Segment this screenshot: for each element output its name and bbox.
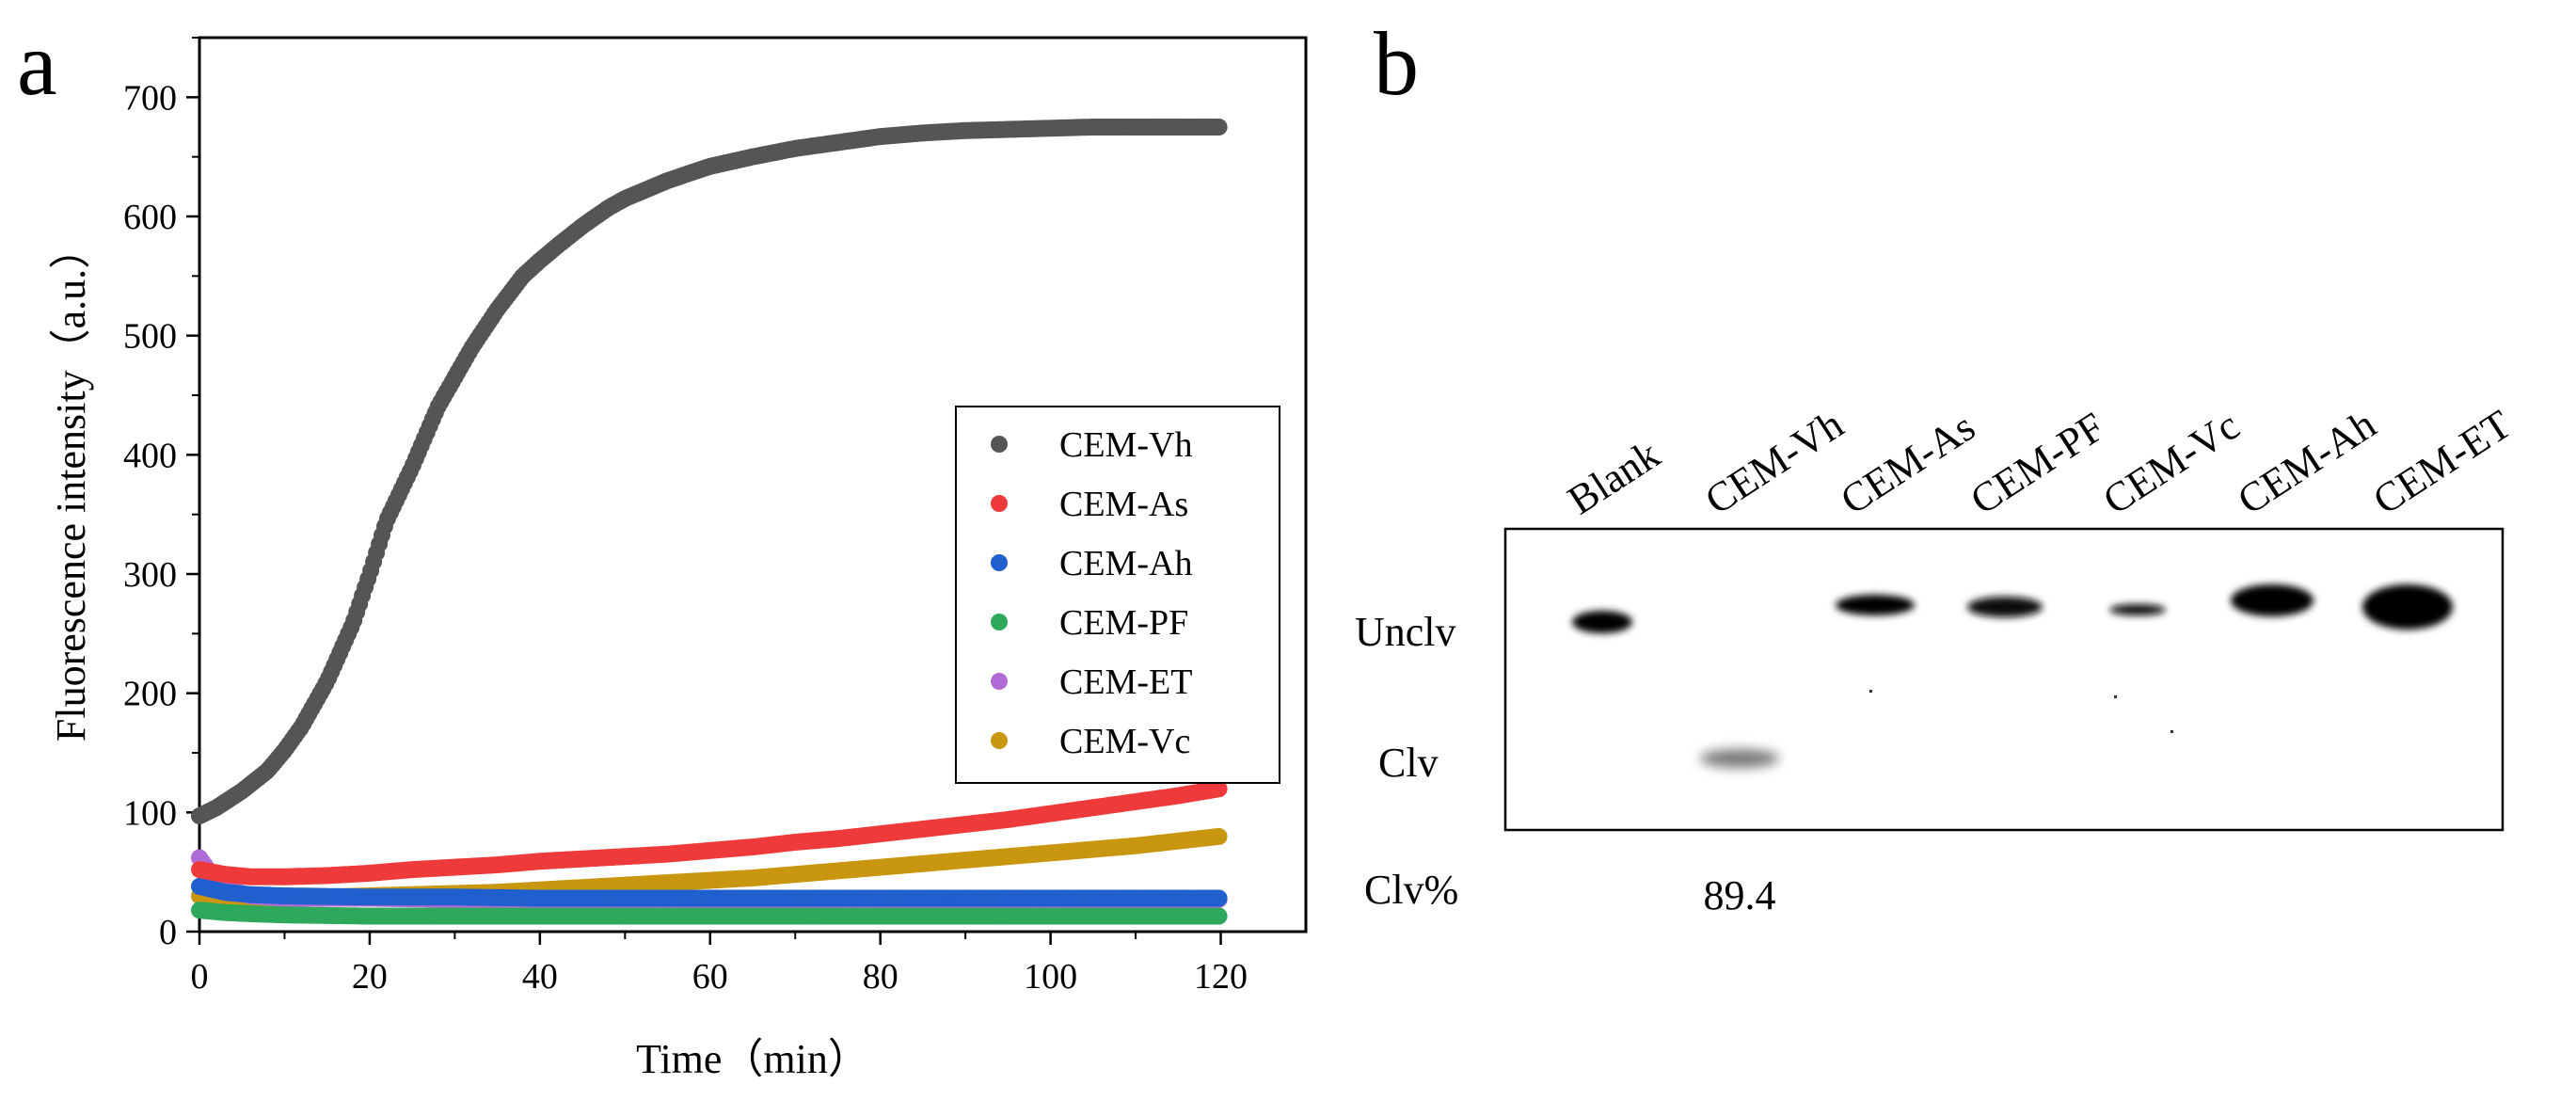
x-tick-label: 40 [522, 957, 558, 997]
legend-marker [991, 614, 1008, 630]
fluorescence-chart: 0 20 40 60 80 100 120 0 100 200 300 400 500 600 700 T… [48, 36, 1308, 1082]
clv-percent-values: 89.4 [1704, 872, 1776, 918]
legend-marker [991, 554, 1008, 571]
gel-speck [2114, 695, 2117, 698]
series-cem-ah [191, 877, 1228, 907]
band-unclv-cem-et [2362, 584, 2453, 630]
panel-letter-b: b [1374, 13, 1419, 114]
y-tick-label: 600 [123, 198, 177, 237]
lane-label: CEM-Vc [2095, 402, 2248, 523]
gel-speck [2171, 730, 2173, 733]
data-point [1210, 780, 1228, 798]
x-tick-label: 0 [191, 957, 209, 997]
y-tick-label: 200 [123, 675, 177, 714]
series-cem-vh [191, 119, 1228, 825]
data-point [1210, 889, 1228, 907]
lane-label: CEM-PF [1963, 404, 2113, 524]
x-axis-title: Time（min） [636, 1036, 869, 1082]
plot-frame [198, 36, 1308, 933]
legend-marker [991, 673, 1008, 690]
gel-bands [1572, 584, 2453, 768]
legend-marker [991, 732, 1008, 749]
lane-label: CEM-Ah [2230, 401, 2384, 523]
x-tick-label: 120 [1194, 957, 1248, 997]
x-tick-label: 80 [863, 957, 898, 997]
band-unclv-cem-as [1836, 595, 1915, 615]
gel-lane-labels: Blank CEM-VhCEM-AsCEM-PFCEM-VcCEM-AhCEM-E… [1560, 401, 2520, 523]
x-axis-ticks: 0 20 40 60 80 100 120 [191, 932, 1248, 997]
gel-frame [1503, 527, 2504, 832]
band-unclv-cem-pf [1967, 597, 2043, 617]
y-tick-label: 100 [123, 793, 177, 833]
series-layer [191, 119, 1228, 925]
x-tick-label: 100 [1024, 957, 1077, 997]
gel-speck [1869, 690, 1872, 693]
y-tick-label: 0 [159, 913, 177, 952]
legend-label: CEM-As [1059, 485, 1188, 524]
row-label-clv-percent: Clv% [1364, 867, 1458, 913]
gel-panel: Blank CEM-VhCEM-AsCEM-PFCEM-VcCEM-AhCEM-E… [1355, 401, 2520, 918]
legend-marker [991, 495, 1008, 512]
x-tick-label: 20 [352, 957, 388, 997]
band-unclv-cem-ah [2231, 584, 2314, 616]
chart-legend: CEM-Vh CEM-As CEM-Ah CEM-PF CEM-ET CEM-Vc [955, 406, 1280, 784]
band-unclv-cem-vc [2109, 604, 2166, 615]
y-axis-ticks: 0 100 200 300 400 500 600 700 [123, 37, 199, 952]
data-point [1210, 119, 1228, 136]
y-tick-label: 700 [123, 78, 177, 118]
legend-label: CEM-PF [1059, 603, 1188, 643]
data-point [1210, 907, 1228, 925]
legend-label: CEM-Ah [1059, 544, 1192, 583]
y-tick-label: 500 [123, 317, 177, 357]
panel-letter-a: a [17, 13, 57, 114]
band-unclv-blank [1572, 611, 1632, 633]
y-axis-title: Fluorescence intensity（a.u.） [48, 228, 94, 742]
legend-label: CEM-ET [1059, 662, 1192, 702]
legend-marker [991, 436, 1008, 453]
y-tick-label: 400 [123, 436, 177, 475]
legend-box [955, 406, 1280, 784]
band-clv-cem-vh [1700, 749, 1779, 768]
y-tick-label: 300 [123, 555, 177, 595]
lane-label: CEM-As [1833, 404, 1983, 524]
lane-label: CEM-Vh [1697, 401, 1852, 523]
data-point [1210, 827, 1228, 845]
row-label-clv: Clv [1378, 740, 1439, 786]
x-tick-label: 60 [692, 957, 728, 997]
lane-label: Blank [1560, 431, 1668, 523]
lane-label: CEM-ET [2365, 401, 2520, 523]
clv-percent-value: 89.4 [1704, 872, 1776, 918]
series-cem-pf [191, 902, 1228, 925]
legend-label: CEM-Vh [1059, 425, 1192, 465]
legend-label: CEM-Vc [1059, 722, 1190, 761]
series-cem-as [191, 780, 1228, 886]
row-label-unclv: Unclv [1355, 609, 1456, 655]
